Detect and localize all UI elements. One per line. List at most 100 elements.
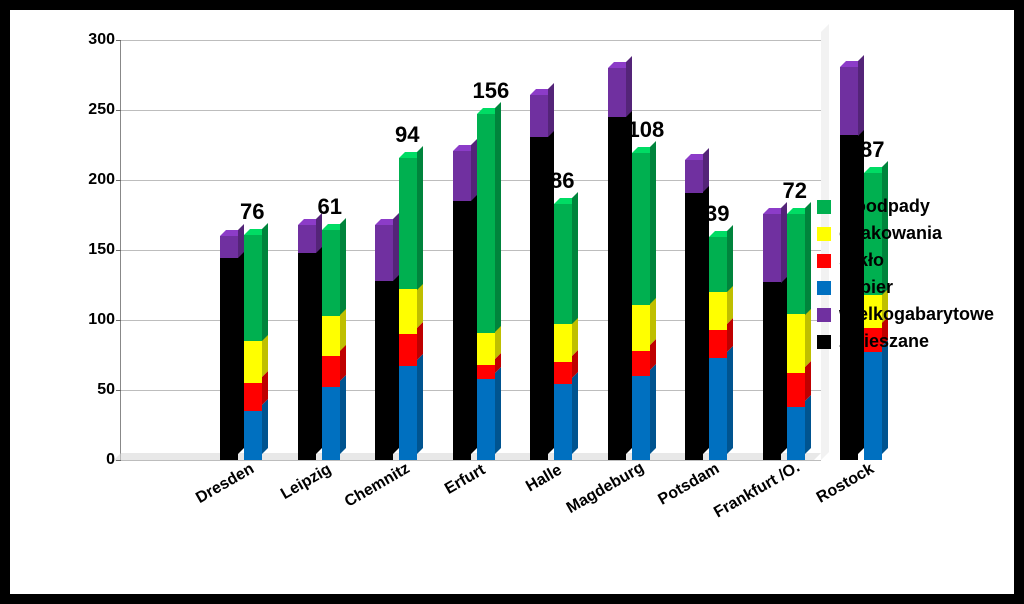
legend-swatch — [817, 335, 831, 349]
bar-data-label: 72 — [783, 178, 807, 204]
bar-segment-opakowania — [244, 341, 262, 383]
legend-swatch — [817, 308, 831, 322]
bar-segment-papier — [554, 384, 572, 460]
bar-segment-bioodpady — [399, 158, 417, 290]
legend-label: wielkogabarytowe — [839, 304, 994, 325]
grid-line — [121, 40, 821, 41]
bar-segment-opakowania — [787, 314, 805, 373]
bar-segment-bioodpady — [709, 237, 727, 292]
bar-segment-wielkogabarytowe — [608, 68, 626, 117]
grid-line — [121, 460, 821, 461]
bar-segment-wielkogabarytowe — [685, 160, 703, 192]
bar-segment-wielkogabarytowe — [220, 236, 238, 258]
bar-segment-zmieszane — [685, 193, 703, 460]
x-axis-label: Erfurt — [442, 461, 489, 498]
bar-segment-wielkogabarytowe — [763, 214, 781, 283]
bar-segment-opakowania — [554, 324, 572, 362]
bar-segment-papier — [632, 376, 650, 460]
grid-line — [121, 110, 821, 111]
x-axis-label: Magdeburg — [563, 459, 647, 518]
legend-item: wielkogabarytowe — [817, 304, 994, 325]
y-axis-label: 50 — [97, 381, 121, 399]
y-axis-label: 300 — [88, 31, 121, 49]
legend-swatch — [817, 254, 831, 268]
bar-data-label: 76 — [240, 199, 264, 225]
bar-data-label: 61 — [318, 194, 342, 220]
legend-item: zmieszane — [817, 331, 994, 352]
bar-segment-opakowania — [399, 289, 417, 334]
bar-segment-szklo — [787, 373, 805, 407]
bar-segment-bioodpady — [554, 204, 572, 324]
legend-item: papier — [817, 277, 994, 298]
bar-segment-papier — [399, 366, 417, 460]
bar-segment-wielkogabarytowe — [453, 151, 471, 201]
bar-segment-zmieszane — [220, 258, 238, 460]
legend: bioodpady opakowania szkło papier wielkogaba… — [817, 190, 994, 358]
bar-segment-zmieszane — [453, 201, 471, 460]
bar-data-label: 94 — [395, 122, 419, 148]
legend-label: bioodpady — [839, 196, 930, 217]
bar-segment-bioodpady — [632, 153, 650, 304]
bar-segment-zmieszane — [375, 281, 393, 460]
legend-label: opakowania — [839, 223, 942, 244]
bar-segment-wielkogabarytowe — [375, 225, 393, 281]
legend-item: szkło — [817, 250, 994, 271]
legend-label: szkło — [839, 250, 884, 271]
x-axis-label: Dresden — [193, 460, 257, 508]
bar-segment-papier — [709, 358, 727, 460]
bar-data-label: 39 — [705, 201, 729, 227]
x-axis-label: Chemnitz — [342, 460, 413, 512]
bar-segment-papier — [864, 352, 882, 460]
y-axis-label: 200 — [88, 171, 121, 189]
y-axis-label: 150 — [88, 241, 121, 259]
bar-segment-papier — [322, 387, 340, 460]
bar-segment-szklo — [632, 351, 650, 376]
bar-segment-bioodpady — [322, 230, 340, 315]
x-axis-label: Frankfurt /O. — [711, 459, 803, 523]
bar-segment-bioodpady — [244, 235, 262, 341]
chart-area: 05010015020025030076Dresden61Leipzig94Ch… — [70, 30, 830, 500]
bar-segment-szklo — [399, 334, 417, 366]
bar-segment-szklo — [477, 365, 495, 379]
bar-segment-szklo — [709, 330, 727, 358]
bar-segment-papier — [477, 379, 495, 460]
bar-segment-opakowania — [709, 292, 727, 330]
legend-label: zmieszane — [839, 331, 929, 352]
bar-segment-papier — [244, 411, 262, 460]
y-axis-label: 250 — [88, 101, 121, 119]
legend-label: papier — [839, 277, 893, 298]
chart-frame: 0 50 100 150 200 250 300 76 Dresden 61 Leipzig 94 Ch… — [0, 0, 1024, 604]
bar-segment-opakowania — [322, 316, 340, 357]
bar-data-label: 86 — [550, 168, 574, 194]
bar-segment-zmieszane — [763, 282, 781, 460]
legend-swatch — [817, 281, 831, 295]
bar-segment-bioodpady — [787, 214, 805, 315]
bar-segment-szklo — [554, 362, 572, 384]
bar-segment-opakowania — [632, 305, 650, 351]
y-axis-label: 0 — [106, 451, 121, 469]
x-axis-label: Rostock — [814, 460, 878, 507]
bar-segment-zmieszane — [608, 117, 626, 460]
plot-area: 05010015020025030076Dresden61Leipzig94Ch… — [120, 40, 821, 461]
bar-segment-zmieszane — [530, 137, 548, 460]
x-axis-label: Leipzig — [278, 461, 335, 504]
y-axis-label: 100 — [88, 311, 121, 329]
bar-segment-szklo — [244, 383, 262, 411]
legend-item: bioodpady — [817, 196, 994, 217]
legend-item: opakowania — [817, 223, 994, 244]
bar-data-label: 156 — [473, 78, 510, 104]
bar-segment-wielkogabarytowe — [530, 95, 548, 137]
bar-segment-wielkogabarytowe — [298, 225, 316, 253]
bar-segment-opakowania — [477, 333, 495, 365]
legend-swatch — [817, 227, 831, 241]
bar-segment-papier — [787, 407, 805, 460]
x-axis-label: Potsdam — [655, 460, 723, 509]
bar-segment-bioodpady — [477, 114, 495, 332]
bar-segment-wielkogabarytowe — [840, 67, 858, 136]
bar-segment-zmieszane — [298, 253, 316, 460]
bar-data-label: 87 — [860, 137, 884, 163]
x-axis-label: Halle — [523, 462, 565, 497]
bar-segment-szklo — [322, 356, 340, 387]
bar-data-label: 108 — [628, 117, 665, 143]
legend-swatch — [817, 200, 831, 214]
